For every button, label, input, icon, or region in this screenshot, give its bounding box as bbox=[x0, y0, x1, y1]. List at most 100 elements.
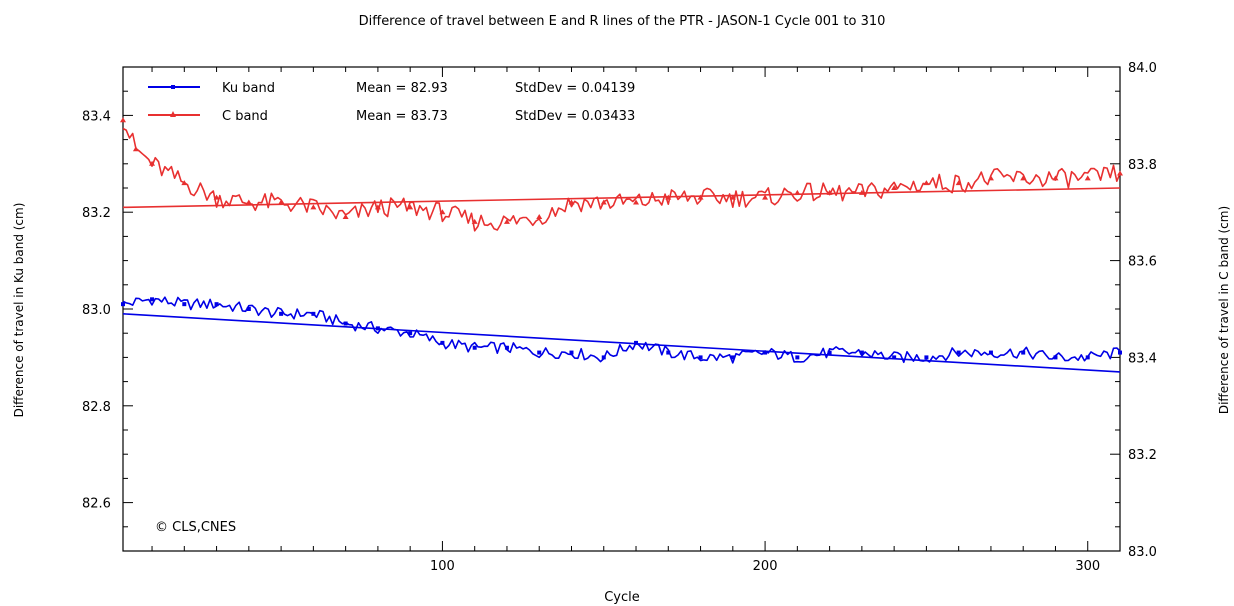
data-point-c bbox=[600, 199, 607, 205]
series-line-ku bbox=[122, 296, 1121, 364]
data-point-ku bbox=[343, 321, 348, 326]
data-point-c bbox=[568, 199, 575, 205]
x-tick-label: 100 bbox=[430, 559, 455, 574]
y-axis-label-right: Difference of travel in C band (cm) bbox=[1217, 206, 1231, 414]
legend: Ku band Mean = 82.93 StdDev = 0.04139 C … bbox=[148, 81, 635, 124]
data-point-c bbox=[891, 185, 898, 190]
copyright-label: © CLS,CNES bbox=[155, 520, 236, 535]
data-point-ku bbox=[569, 350, 574, 355]
data-point-ku bbox=[150, 297, 155, 302]
data-point-c bbox=[245, 199, 252, 205]
y-left-tick-label: 82.6 bbox=[82, 497, 111, 512]
data-point-c bbox=[536, 214, 543, 220]
plot-frame bbox=[122, 66, 1121, 552]
x-axis-label: Cycle bbox=[604, 590, 640, 605]
legend-mean-c: Mean = 83.73 bbox=[356, 109, 448, 124]
data-point-c bbox=[132, 146, 139, 152]
y-left-tick-label: 83.4 bbox=[82, 109, 111, 124]
y-right-tick-label: 83.6 bbox=[1128, 255, 1157, 270]
data-point-c bbox=[310, 204, 317, 210]
data-point-c bbox=[923, 180, 930, 186]
data-point-c bbox=[1020, 175, 1027, 181]
data-point-ku bbox=[698, 355, 703, 360]
data-point-ku bbox=[214, 302, 219, 307]
data-point-ku bbox=[472, 345, 477, 350]
x-tick-label: 300 bbox=[1075, 559, 1100, 574]
data-point-ku bbox=[730, 355, 735, 360]
data-point-c bbox=[955, 180, 962, 186]
data-point-c bbox=[762, 194, 769, 200]
data-point-c bbox=[120, 117, 126, 123]
data-point-ku bbox=[537, 350, 542, 355]
legend-marker-ku bbox=[171, 85, 175, 89]
data-point-c bbox=[342, 214, 349, 220]
data-point-ku bbox=[440, 340, 445, 345]
data-point-c bbox=[439, 209, 446, 215]
trend-line-c bbox=[122, 187, 1121, 209]
legend-label-c: C band bbox=[222, 109, 268, 124]
data-point-ku bbox=[763, 350, 768, 355]
y-right-tick-label: 84.0 bbox=[1128, 61, 1157, 76]
series-line-c bbox=[122, 127, 1121, 232]
data-point-ku bbox=[859, 350, 864, 355]
data-point-ku bbox=[311, 311, 316, 316]
data-point-ku bbox=[827, 350, 832, 355]
legend-mean-ku: Mean = 82.93 bbox=[356, 81, 448, 96]
data-point-ku bbox=[1085, 355, 1090, 360]
y-right-tick-label: 83.4 bbox=[1128, 351, 1157, 366]
data-point-c bbox=[374, 204, 381, 210]
data-point-ku bbox=[408, 331, 413, 336]
data-point-c bbox=[987, 175, 994, 181]
data-point-c bbox=[633, 199, 640, 205]
data-point-ku bbox=[1021, 350, 1026, 355]
data-point-c bbox=[213, 194, 220, 200]
data-point-ku bbox=[795, 355, 800, 360]
chart-title: Difference of travel between E and R lin… bbox=[359, 14, 886, 29]
data-point-c bbox=[181, 180, 188, 186]
legend-label-ku: Ku band bbox=[222, 81, 275, 96]
y-right-tick-label: 83.8 bbox=[1128, 158, 1157, 173]
data-point-c bbox=[1052, 175, 1059, 181]
legend-std-c: StdDev = 0.03433 bbox=[515, 109, 635, 124]
data-point-ku bbox=[504, 345, 509, 350]
data-point-ku bbox=[924, 355, 929, 360]
data-point-ku bbox=[246, 307, 251, 311]
data-point-c bbox=[278, 199, 285, 205]
data-point-c bbox=[729, 194, 736, 200]
data-point-ku bbox=[279, 311, 284, 316]
y-left-tick-label: 82.8 bbox=[82, 400, 111, 415]
tick-labels: 100 200 300 82.6 82.8 83.0 83.2 83.4 83.0 83.2 83.… bbox=[82, 61, 1157, 574]
x-tick-label: 200 bbox=[753, 559, 778, 574]
data-point-ku bbox=[988, 350, 993, 355]
data-point-ku bbox=[1118, 350, 1122, 355]
data-point-ku bbox=[601, 355, 606, 360]
data-point-ku bbox=[1053, 355, 1058, 360]
legend-std-ku: StdDev = 0.04139 bbox=[515, 81, 635, 96]
legend-entry-ku: Ku band Mean = 82.93 StdDev = 0.04139 bbox=[148, 81, 635, 96]
data-point-c bbox=[1117, 170, 1123, 176]
plot-area: 100 200 300 82.6 82.8 83.0 83.2 83.4 83.0 83.2 83.… bbox=[82, 61, 1157, 574]
data-point-ku bbox=[121, 302, 125, 307]
data-point-ku bbox=[892, 355, 897, 360]
data-point-c bbox=[471, 218, 478, 224]
data-point-ku bbox=[182, 302, 187, 307]
trend-line-ku bbox=[122, 313, 1121, 373]
data-point-c bbox=[697, 194, 704, 200]
y-axis-label-left: Difference of travel in Ku band (cm) bbox=[12, 203, 26, 418]
data-point-ku bbox=[634, 340, 639, 345]
data-point-c bbox=[149, 160, 156, 166]
series-layer bbox=[120, 117, 1123, 373]
data-point-ku bbox=[666, 350, 671, 355]
data-point-ku bbox=[956, 350, 961, 355]
y-right-tick-label: 83.2 bbox=[1128, 448, 1157, 463]
data-point-c bbox=[407, 204, 414, 210]
y-left-tick-label: 83.0 bbox=[82, 303, 111, 318]
data-point-c bbox=[503, 218, 510, 224]
legend-marker-c bbox=[170, 111, 176, 117]
tick-marks bbox=[123, 66, 1121, 552]
y-right-tick-label: 83.0 bbox=[1128, 545, 1157, 560]
legend-entry-c: C band Mean = 83.73 StdDev = 0.03433 bbox=[148, 109, 635, 124]
y-left-tick-label: 83.2 bbox=[82, 206, 111, 221]
data-point-c bbox=[1084, 175, 1091, 181]
